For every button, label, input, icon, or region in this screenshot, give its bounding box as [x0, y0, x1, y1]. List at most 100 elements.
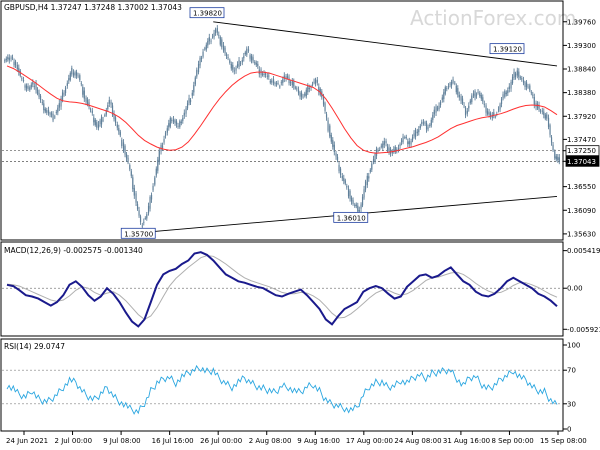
x-tick-label: 15 Sep 08:00	[540, 437, 587, 445]
price-candle-body	[305, 89, 307, 97]
price-candle-body	[404, 137, 406, 139]
price-candle-body	[94, 119, 96, 125]
price-candle-body	[205, 44, 207, 50]
price-candle-body	[460, 96, 462, 101]
price-candle-body	[525, 82, 528, 88]
price-candle-body	[179, 121, 181, 128]
price-candle-body	[413, 133, 415, 137]
price-candle-body	[204, 48, 206, 50]
price-candle-body	[272, 79, 275, 84]
price-candle-body	[86, 100, 89, 105]
price-candle-body	[161, 145, 164, 150]
price-candle-body	[27, 86, 29, 90]
price-candle-body	[397, 148, 400, 151]
price-candle-body	[304, 93, 306, 96]
price-candle-body	[452, 79, 454, 83]
price-candle-body	[335, 153, 337, 157]
price-candle-body	[407, 141, 409, 145]
price-candle-body	[510, 82, 512, 89]
price-candle-body	[357, 205, 359, 212]
price-annotation-label: 1.36010	[337, 214, 366, 222]
price-candle-body	[191, 92, 193, 96]
price-candle-body	[263, 73, 265, 75]
price-candle-body	[200, 58, 203, 59]
price-candle-body	[275, 83, 278, 85]
price-candle-body	[60, 98, 62, 107]
price-y-tick-label: 1.38380	[567, 89, 596, 97]
price-candle-body	[11, 57, 14, 59]
price-y-tick-label: 1.39760	[567, 18, 596, 26]
price-candle-body	[69, 73, 71, 80]
price-candle-body	[530, 92, 532, 94]
price-candle-body	[458, 94, 460, 98]
trendline	[213, 21, 558, 67]
price-candle-body	[532, 94, 534, 96]
price-candle-body	[449, 83, 451, 85]
price-candle-body	[66, 83, 68, 86]
price-candle-body	[197, 64, 200, 73]
price-candle-body	[391, 151, 393, 154]
x-tick-label: 31 Aug 16:00	[443, 437, 490, 445]
price-candle-body	[38, 92, 40, 97]
price-candle-body	[21, 78, 23, 80]
price-candle-body	[368, 176, 370, 179]
price-candle-body	[375, 148, 378, 156]
price-candle-body	[213, 33, 215, 38]
price-y-tick-label: 1.36550	[567, 183, 596, 191]
price-candle-body	[283, 75, 285, 79]
price-candle-body	[4, 60, 6, 62]
price-candle-body	[96, 122, 98, 128]
macd-y-tick-label: 0.005419	[567, 247, 600, 255]
price-candle-body	[196, 69, 198, 77]
price-y-tick-label: 1.37250	[567, 147, 596, 155]
price-candle-body	[330, 135, 332, 142]
price-candle-body	[485, 105, 487, 113]
price-candle-body	[22, 80, 25, 81]
price-candle-body	[333, 144, 335, 153]
x-tick-label: 9 Aug 16:00	[297, 437, 340, 445]
price-candle-body	[16, 64, 18, 70]
price-candle-body	[235, 67, 237, 71]
x-tick-label: 2 Aug 08:00	[249, 437, 292, 445]
price-candle-body	[454, 82, 456, 84]
price-y-tick-label: 1.36090	[567, 207, 596, 215]
price-candle-body	[486, 111, 489, 115]
price-candle-body	[207, 40, 209, 46]
price-candle-body	[302, 96, 304, 98]
price-candle-body	[233, 70, 235, 72]
price-candle-body	[239, 62, 242, 64]
price-candle-body	[127, 157, 129, 163]
price-candle-body	[318, 86, 320, 93]
price-candle-body	[24, 85, 26, 88]
price-candle-body	[536, 103, 539, 109]
price-candle-body	[296, 88, 298, 90]
price-candle-body	[443, 92, 445, 100]
price-candle-body	[50, 113, 53, 115]
price-candle-body	[79, 75, 81, 81]
price-candle-body	[247, 49, 250, 51]
price-candle-body	[143, 221, 145, 223]
price-candle-body	[141, 225, 143, 227]
rsi-line	[6, 364, 558, 415]
price-candle-body	[464, 107, 467, 116]
price-candle-body	[111, 105, 114, 116]
price-candle-body	[424, 122, 426, 124]
price-candle-body	[468, 105, 470, 109]
price-candle-body	[102, 119, 104, 121]
price-candle-body	[297, 89, 300, 94]
price-candle-body	[224, 47, 226, 54]
price-candle-body	[108, 100, 110, 104]
price-candle-body	[477, 91, 479, 93]
price-candle-body	[286, 76, 289, 79]
price-candle-body	[185, 108, 187, 114]
price-candle-body	[521, 78, 523, 80]
price-candle-body	[61, 92, 64, 101]
price-candle-body	[547, 117, 550, 127]
price-candle-body	[480, 94, 482, 99]
price-candle-body	[363, 189, 365, 198]
price-candle-body	[313, 81, 315, 83]
price-candle-body	[183, 112, 185, 116]
price-candle-body	[546, 114, 548, 119]
price-candle-body	[347, 188, 350, 197]
price-candle-body	[374, 153, 376, 162]
